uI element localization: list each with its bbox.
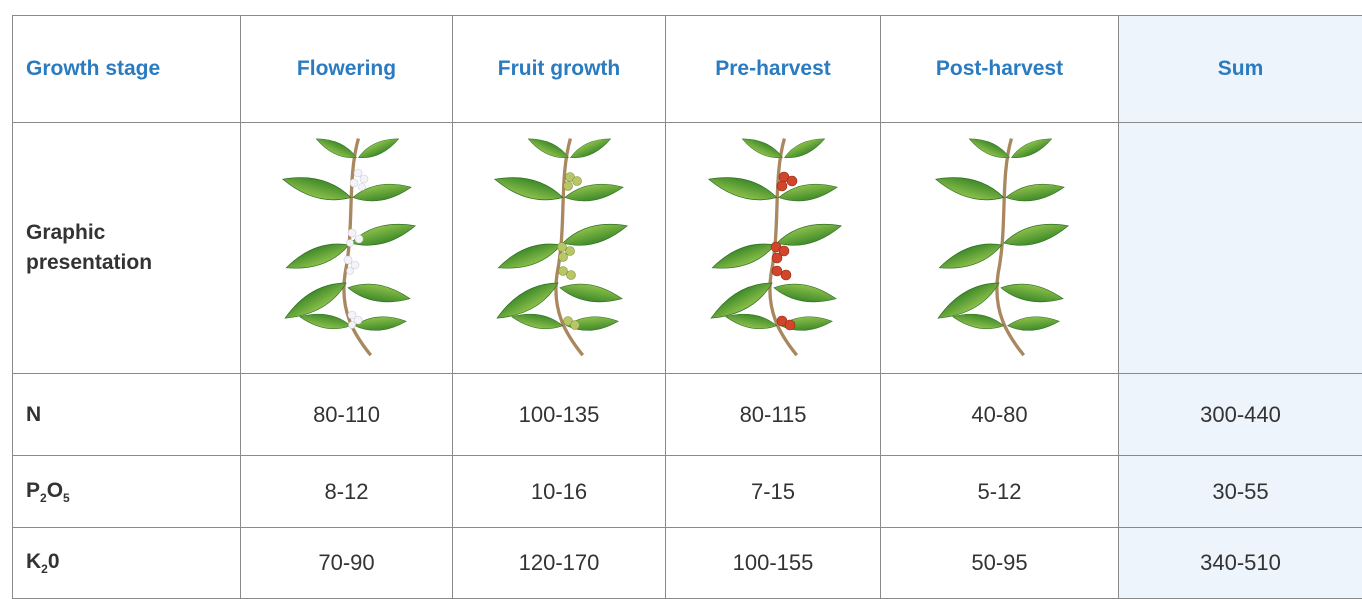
page: {"table": { "header": ["Growth stage", "… xyxy=(0,0,1362,597)
image-cell xyxy=(881,123,1119,374)
row-label: N xyxy=(13,374,241,456)
row-label: Graphic presentation xyxy=(13,123,241,374)
header-cell: Fruit growth xyxy=(453,16,666,123)
value-cell: 340-510 xyxy=(1119,528,1362,599)
plant-fruit-growth xyxy=(464,125,654,365)
value-cell: 70-90 xyxy=(241,528,453,599)
value-cell: 300-440 xyxy=(1119,374,1362,456)
row-label: K20 xyxy=(13,528,241,599)
label-text: P xyxy=(26,479,40,502)
image-cell xyxy=(453,123,666,374)
plant-flowering xyxy=(252,125,442,365)
image-cell xyxy=(666,123,881,374)
label-text: K xyxy=(26,550,41,573)
header-row: Growth stage Flowering Fruit growth Pre-… xyxy=(13,16,1362,123)
image-cell xyxy=(241,123,453,374)
graphic-row: Graphic presentation xyxy=(13,123,1362,374)
header-cell: Pre-harvest xyxy=(666,16,881,123)
label-text: N xyxy=(26,403,41,426)
value-cell: 30-55 xyxy=(1119,456,1362,528)
header-cell: Post-harvest xyxy=(881,16,1119,123)
value-cell: 80-110 xyxy=(241,374,453,456)
value-cell: 100-155 xyxy=(666,528,881,599)
value-cell: 80-115 xyxy=(666,374,881,456)
value-cell: 8-12 xyxy=(241,456,453,528)
value-cell: 40-80 xyxy=(881,374,1119,456)
label-subscript: 5 xyxy=(63,491,70,505)
value-cell: 120-170 xyxy=(453,528,666,599)
nutrient-table: Growth stage Flowering Fruit growth Pre-… xyxy=(12,15,1362,599)
label-text: O xyxy=(47,479,63,502)
row-label: P2O5 xyxy=(13,456,241,528)
image-cell xyxy=(1119,123,1362,374)
label-subscript: 2 xyxy=(41,562,48,576)
value-cell: 50-95 xyxy=(881,528,1119,599)
value-cell: 5-12 xyxy=(881,456,1119,528)
plant-post-harvest xyxy=(905,125,1095,365)
value-cell: 100-135 xyxy=(453,374,666,456)
value-cell: 7-15 xyxy=(666,456,881,528)
header-cell: Flowering xyxy=(241,16,453,123)
label-text: 0 xyxy=(48,550,60,573)
label-subscript: 2 xyxy=(40,491,47,505)
graphic-label: Graphic presentation xyxy=(26,218,166,278)
value-cell: 10-16 xyxy=(453,456,666,528)
plant-pre-harvest xyxy=(678,125,868,365)
header-cell: Growth stage xyxy=(13,16,241,123)
header-cell: Sum xyxy=(1119,16,1362,123)
